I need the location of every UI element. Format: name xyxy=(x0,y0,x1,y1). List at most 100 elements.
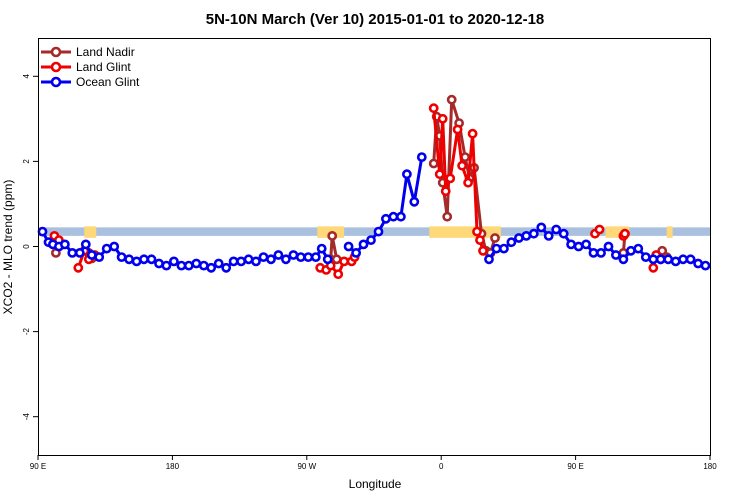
data-point xyxy=(446,94,457,105)
data-point xyxy=(351,247,361,258)
y-axis-label: XCO2 - MLO trend (ppm) xyxy=(1,180,15,315)
data-point xyxy=(558,228,569,239)
data-point xyxy=(573,241,584,252)
x-tick-label: 180 xyxy=(166,462,180,471)
data-point xyxy=(581,239,591,250)
x-tick-label: 0 xyxy=(439,462,444,471)
land-patch xyxy=(666,226,673,238)
data-point xyxy=(678,254,688,265)
data-point xyxy=(358,239,369,250)
data-point xyxy=(380,213,391,224)
x-axis-label: Longitude xyxy=(349,477,402,491)
land-patch xyxy=(429,226,501,238)
data-point xyxy=(409,196,420,207)
data-point xyxy=(536,222,547,233)
data-point xyxy=(73,262,84,273)
data-point xyxy=(445,173,456,184)
data-point xyxy=(618,254,629,265)
data-point xyxy=(434,169,445,180)
data-point xyxy=(373,226,384,237)
data-point xyxy=(588,247,599,258)
data-point xyxy=(146,254,157,265)
data-point xyxy=(327,230,338,241)
land-patch xyxy=(605,226,630,238)
legend-item: Land Glint xyxy=(41,60,131,74)
x-axis: 90 E 180 90 W 0 90 E 180 xyxy=(30,455,717,471)
legend-marker xyxy=(50,76,62,88)
data-point xyxy=(266,254,276,265)
x-tick-label: 90 W xyxy=(297,462,316,471)
data-point xyxy=(594,224,605,235)
data-point xyxy=(139,254,149,265)
data-point xyxy=(322,254,333,265)
data-point xyxy=(648,262,659,273)
y-tick-label: 0 xyxy=(22,244,31,249)
data-point xyxy=(60,239,70,250)
series-land-glint xyxy=(49,103,666,280)
data-point xyxy=(416,152,427,162)
data-point xyxy=(437,113,448,124)
x-tick-label: 180 xyxy=(703,462,717,471)
legend-item: Land Nadir xyxy=(41,45,135,59)
data-point xyxy=(168,256,179,267)
y-tick-label: 4 xyxy=(22,74,31,79)
data-point xyxy=(467,128,478,139)
data-point xyxy=(428,158,439,169)
data-point xyxy=(258,252,269,262)
data-point xyxy=(543,230,554,241)
x-tick-label: 90 E xyxy=(567,462,583,471)
data-point xyxy=(251,256,261,267)
data-point xyxy=(603,241,614,252)
data-point xyxy=(472,226,482,237)
data-point xyxy=(457,160,467,171)
data-point xyxy=(452,124,463,135)
y-tick-label: 2 xyxy=(22,159,31,164)
legend-label: Ocean Glint xyxy=(76,75,140,89)
data-point xyxy=(206,262,217,273)
y-tick-label: -4 xyxy=(22,413,31,421)
series-ocean-glint xyxy=(37,152,711,273)
data-point xyxy=(339,256,349,267)
data-point xyxy=(428,103,439,114)
data-point xyxy=(395,211,406,222)
data-point xyxy=(521,230,532,241)
data-point xyxy=(663,254,674,265)
data-point xyxy=(478,245,488,256)
data-point xyxy=(528,228,539,239)
data-point xyxy=(655,254,666,265)
data-point xyxy=(310,252,321,262)
data-point xyxy=(566,239,576,250)
data-point xyxy=(633,243,644,254)
data-point xyxy=(101,243,112,254)
data-point xyxy=(401,169,412,180)
data-point xyxy=(316,243,327,254)
data-point xyxy=(333,269,344,280)
data-point xyxy=(463,177,473,188)
y-axis: -4 -2 0 2 4 xyxy=(22,74,38,421)
data-point xyxy=(475,235,485,245)
data-point xyxy=(343,241,354,252)
chart-title: 5N-10N March (Ver 10) 2015-01-01 to 2020… xyxy=(206,11,545,28)
data-point xyxy=(700,260,711,271)
data-point xyxy=(80,239,91,250)
data-point xyxy=(484,254,494,265)
data-point xyxy=(273,250,284,260)
plot-frame xyxy=(38,38,711,456)
data-point xyxy=(213,258,224,269)
data-point xyxy=(280,254,291,265)
data-point xyxy=(221,262,232,273)
data-point xyxy=(596,247,606,258)
data-point xyxy=(109,241,120,252)
legend-item: Ocean Glint xyxy=(41,75,140,89)
data-point xyxy=(74,247,85,258)
x-tick-label: 90 E xyxy=(30,462,46,471)
data-point xyxy=(228,256,239,267)
plot-series xyxy=(37,94,711,280)
data-point xyxy=(236,256,246,267)
data-point xyxy=(124,254,135,265)
data-point xyxy=(303,252,314,262)
data-point xyxy=(490,233,500,243)
data-point xyxy=(67,247,78,258)
